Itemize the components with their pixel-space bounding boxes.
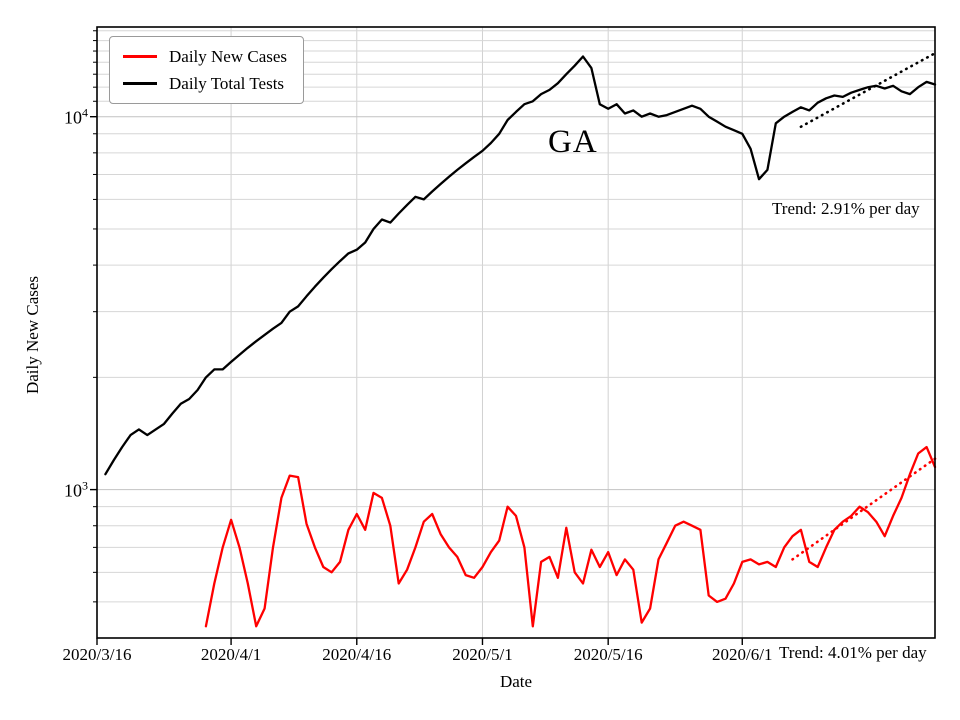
x-tick-label: 2020/6/1 (712, 645, 773, 664)
legend-line-sample-cases (123, 55, 157, 58)
trend-tests-annotation: Trend: 2.91% per day (772, 199, 920, 218)
trend-cases-annotation: Trend: 4.01% per day (779, 643, 927, 662)
y-tick-label: 103 (64, 478, 88, 501)
legend: Daily New Cases Daily Total Tests (109, 36, 305, 104)
state-annotation: GA (548, 124, 598, 160)
legend-label-tests: Daily Total Tests (169, 74, 285, 93)
x-tick-label: 2020/4/1 (200, 645, 262, 664)
x-axis-label: Date (499, 672, 533, 691)
x-tick-label: 2020/5/16 (573, 645, 643, 664)
legend-item-daily-total-tests: Daily Total Tests (123, 75, 287, 92)
legend-item-daily-new-cases: Daily New Cases (123, 48, 287, 65)
y-tick-label: 104 (64, 105, 88, 128)
x-tick-label: 2020/5/1 (452, 645, 513, 664)
y-axis-label: Daily New Cases (23, 275, 42, 395)
x-tick-label: 2020/4/16 (322, 645, 392, 664)
x-tick-label: 2020/3/16 (62, 645, 132, 664)
legend-line-sample-tests (123, 82, 157, 85)
legend-label-cases: Daily New Cases (169, 47, 288, 66)
